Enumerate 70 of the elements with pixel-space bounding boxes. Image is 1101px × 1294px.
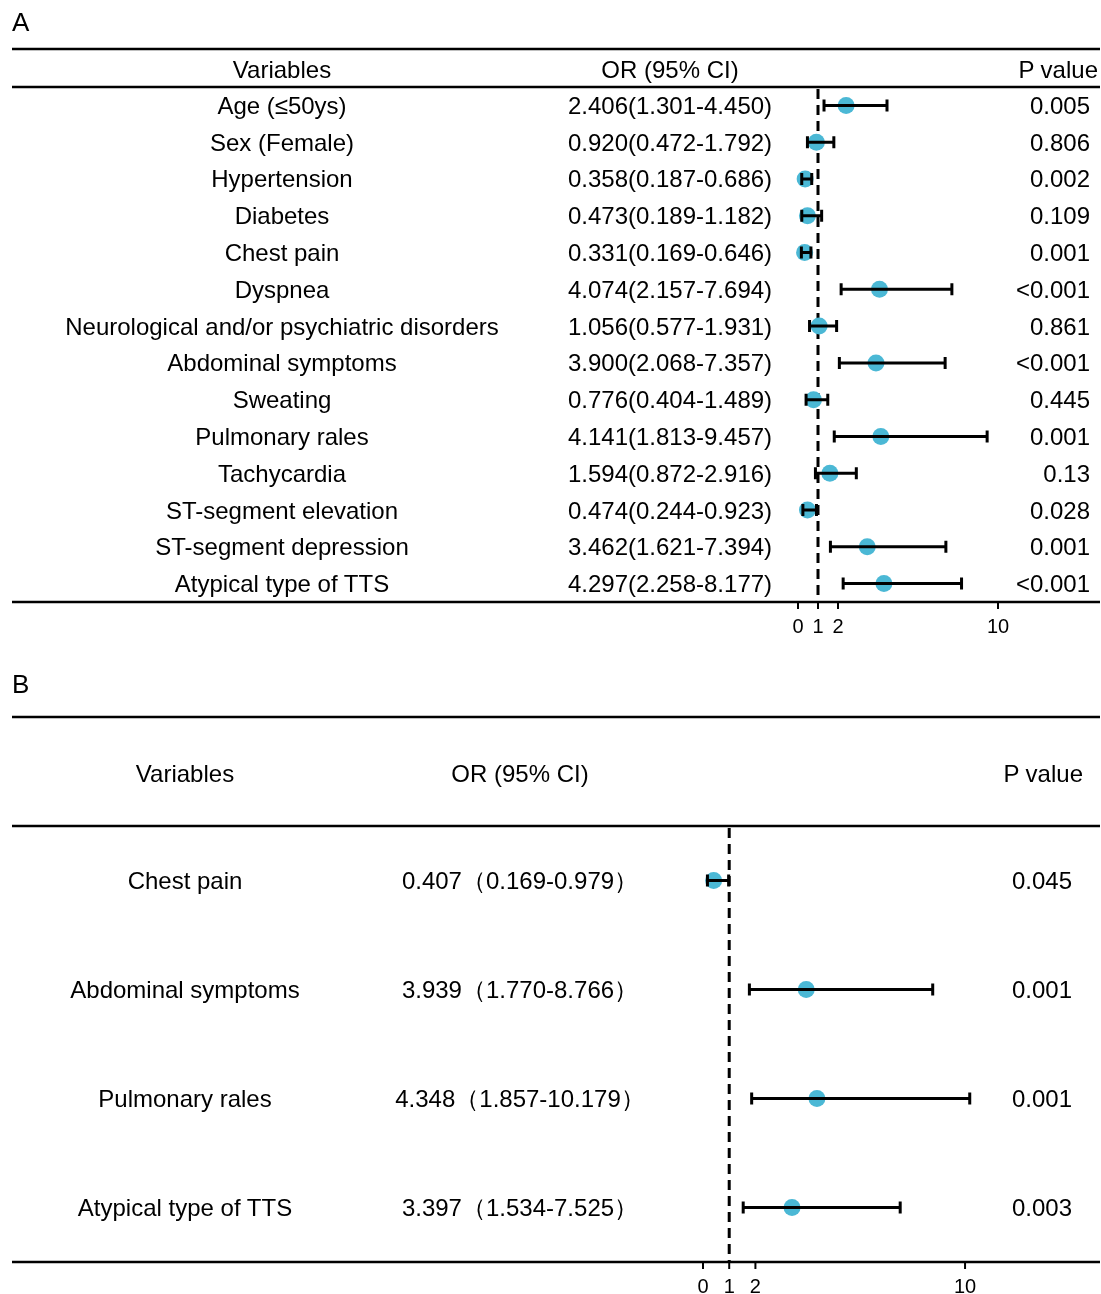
annotation: 0.005 [1029, 91, 1090, 119]
category-label: Sex (Female) [209, 128, 355, 156]
category-label: ST-segment elevation [165, 496, 399, 524]
annotation: 0.473(0.189-1.182) [567, 202, 773, 230]
annotation: 0.407（0.169-0.979） [401, 867, 639, 894]
category-label: Hypertension [211, 165, 353, 193]
category-label: Abdominal symptoms [167, 349, 397, 377]
x-tick-label: 2 [749, 1275, 761, 1294]
annotation: 0.109 [1029, 202, 1090, 230]
annotation: 0.028 [1029, 496, 1090, 524]
annotation: 0.331(0.169-0.646) [567, 239, 773, 267]
annotation: 3.939（1.770-8.766） [401, 976, 639, 1003]
x-tick-label: 2 [832, 615, 844, 637]
category-label: Atypical type of TTS [77, 1194, 293, 1221]
category-label: Sweating [232, 386, 332, 414]
annotation: 0.001 [1029, 533, 1090, 561]
annotation: 0.806 [1029, 128, 1090, 156]
annotation: 1.594(0.872-2.916) [567, 459, 773, 487]
category-label: Atypical type of TTS [174, 570, 390, 598]
x-tick-label: 10 [986, 615, 1010, 637]
category-label: ST-segment depression [155, 533, 409, 561]
annotation: 2.406(1.301-4.450) [567, 91, 773, 119]
annotation: 0.002 [1029, 165, 1090, 193]
category-label: Chest pain [224, 239, 340, 267]
annotation: <0.001 [1015, 275, 1090, 303]
annotation: 0.474(0.244-0.923) [567, 496, 773, 524]
annotation: 0.920(0.472-1.792) [567, 128, 773, 156]
annotation: <0.001 [1015, 349, 1090, 377]
annotation: 0.861 [1029, 312, 1090, 340]
annotation: 0.001 [1011, 1085, 1072, 1112]
annotation: 4.141(1.813-9.457) [567, 422, 773, 450]
annotation: 0.13 [1043, 459, 1090, 487]
annotation: 0.776(0.404-1.489) [567, 386, 773, 414]
annotation: 0.358(0.187-0.686) [567, 165, 773, 193]
category-label: Age (≤50ys) [217, 91, 347, 119]
category-label: Neurological and/or psychiatric disorders [65, 312, 499, 340]
y-axis-title: Variables [135, 759, 235, 787]
x-tick-label: 0 [697, 1275, 709, 1294]
x-tick-label: 10 [953, 1275, 977, 1294]
annotation: 4.297(2.258-8.177) [567, 570, 773, 598]
category-label: Tachycardia [217, 459, 347, 487]
x-tick-label: 1 [723, 1275, 735, 1294]
annotation: 0.001 [1029, 422, 1090, 450]
annotation: 0.045 [1011, 867, 1072, 894]
annotation: 3.397（1.534-7.525） [401, 1194, 639, 1221]
text: OR (95% CI) [601, 55, 739, 83]
category-label: Pulmonary rales [195, 422, 369, 450]
category-label: Diabetes [234, 202, 330, 230]
text: P value [1003, 759, 1083, 787]
annotation: 4.074(2.157-7.694) [567, 275, 773, 303]
category-label: Dyspnea [234, 275, 330, 303]
x-tick-label: 0 [792, 615, 804, 637]
category-label: Chest pain [127, 867, 243, 894]
y-axis-title: Variables [232, 55, 332, 83]
annotation: 0.445 [1029, 386, 1090, 414]
text: P value [1018, 55, 1098, 83]
category-label: Abdominal symptoms [70, 976, 300, 1003]
annotation: 1.056(0.577-1.931) [567, 312, 773, 340]
annotation: 0.001 [1011, 976, 1072, 1003]
annotation: 0.003 [1011, 1194, 1072, 1221]
annotation: 0.001 [1029, 239, 1090, 267]
chart-title: B [12, 669, 30, 699]
text: OR (95% CI) [451, 759, 589, 787]
x-tick-label: 1 [812, 615, 824, 637]
annotation: 4.348（1.857-10.179） [395, 1085, 645, 1112]
annotation: <0.001 [1015, 570, 1090, 598]
category-label: Pulmonary rales [98, 1085, 272, 1112]
chart-title: A [12, 7, 30, 37]
annotation: 3.462(1.621-7.394) [567, 533, 773, 561]
annotation: 3.900(2.068-7.357) [567, 349, 773, 377]
